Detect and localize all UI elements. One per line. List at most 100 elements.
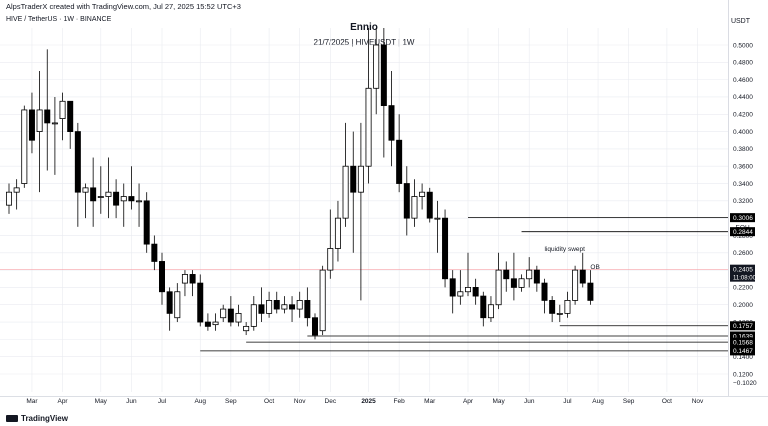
x-tick-label: Apr: [57, 398, 68, 405]
bearish-candle[interactable]: [403, 183, 410, 219]
watermark-title: Ennio: [350, 22, 378, 33]
x-tick-label: Dec: [325, 398, 337, 405]
bearish-candle[interactable]: [350, 165, 357, 193]
bullish-candle[interactable]: [82, 187, 89, 193]
bullish-candle[interactable]: [518, 278, 525, 288]
bearish-candle[interactable]: [74, 131, 81, 193]
bullish-candle[interactable]: [105, 191, 112, 197]
bullish-candle[interactable]: [373, 44, 380, 89]
bearish-candle[interactable]: [189, 274, 196, 284]
bearish-candle[interactable]: [158, 261, 165, 293]
bearish-candle[interactable]: [258, 304, 265, 314]
bullish-candle[interactable]: [6, 191, 12, 206]
bullish-candle[interactable]: [281, 304, 288, 310]
level-price-label: 0.1757: [733, 323, 753, 330]
bearish-candle[interactable]: [143, 200, 150, 245]
y-tick-label: 0.2800: [733, 233, 753, 240]
bearish-candle[interactable]: [442, 217, 449, 280]
x-tick-label: May: [492, 398, 505, 405]
bullish-candle[interactable]: [136, 200, 143, 203]
bullish-candle[interactable]: [51, 122, 58, 125]
bullish-candle[interactable]: [365, 87, 372, 167]
bearish-candle[interactable]: [426, 191, 433, 219]
bullish-candle[interactable]: [59, 100, 66, 119]
y-tick-label: 0.5000: [733, 42, 753, 49]
bearish-candle[interactable]: [166, 291, 173, 314]
symbol-title[interactable]: HIVE / TetherUS · 1W · BINANCE: [6, 16, 112, 23]
bullish-candle[interactable]: [250, 304, 257, 327]
bearish-candle[interactable]: [510, 278, 517, 288]
bearish-candle[interactable]: [44, 109, 51, 124]
bullish-candle[interactable]: [526, 269, 533, 280]
bullish-candle[interactable]: [319, 269, 326, 332]
bearish-candle[interactable]: [472, 287, 479, 297]
y-tick-label: 0.2200: [733, 285, 753, 292]
bearish-candle[interactable]: [151, 243, 158, 262]
bearish-candle[interactable]: [289, 304, 296, 310]
bearish-candle[interactable]: [90, 187, 97, 202]
bearish-candle[interactable]: [128, 196, 135, 202]
bullish-candle[interactable]: [296, 300, 303, 310]
x-tick-label: Sep: [623, 398, 635, 405]
bullish-candle[interactable]: [13, 187, 20, 193]
bearish-candle[interactable]: [388, 105, 395, 141]
bearish-candle[interactable]: [541, 282, 548, 301]
bullish-candle[interactable]: [457, 291, 464, 297]
bullish-candle[interactable]: [181, 274, 188, 284]
y-tick-label: 0.3600: [733, 164, 753, 171]
tradingview-logo-icon: [6, 415, 18, 422]
bearish-candle[interactable]: [587, 282, 594, 301]
y-tick-label: 0.3800: [733, 146, 753, 153]
bearish-candle[interactable]: [304, 300, 311, 319]
bullish-candle[interactable]: [120, 196, 127, 202]
current-price-label: 0.2405: [733, 267, 753, 274]
bearish-candle[interactable]: [113, 191, 120, 206]
bullish-candle[interactable]: [212, 321, 219, 326]
bullish-candle[interactable]: [487, 304, 494, 319]
bullish-candle[interactable]: [495, 269, 502, 306]
bullish-candle[interactable]: [36, 109, 43, 132]
bearish-candle[interactable]: [227, 308, 234, 323]
bearish-candle[interactable]: [449, 278, 456, 297]
bullish-candle[interactable]: [174, 291, 181, 319]
level-price-label-bg: [730, 213, 755, 223]
bullish-candle[interactable]: [235, 312, 242, 323]
bearish-candle[interactable]: [28, 109, 35, 141]
x-tick-label: Sep: [225, 398, 237, 405]
y-tick-label: 0.4200: [733, 112, 753, 119]
bearish-candle[interactable]: [311, 317, 318, 336]
bullish-candle[interactable]: [572, 269, 579, 301]
bearish-candle[interactable]: [204, 321, 211, 327]
x-tick-label: Jul: [563, 398, 572, 405]
bearish-candle[interactable]: [533, 269, 540, 284]
x-tick-label: May: [95, 398, 108, 405]
bullish-candle[interactable]: [357, 165, 364, 193]
bullish-candle[interactable]: [464, 287, 471, 293]
bullish-candle[interactable]: [419, 191, 426, 197]
bullish-candle[interactable]: [97, 196, 104, 198]
bullish-candle[interactable]: [564, 300, 571, 314]
bullish-candle[interactable]: [411, 196, 418, 219]
tradingview-logo[interactable]: TradingView: [6, 414, 68, 423]
bearish-candle[interactable]: [197, 282, 204, 323]
bullish-candle[interactable]: [21, 109, 28, 184]
bullish-candle[interactable]: [434, 217, 441, 220]
bearish-candle[interactable]: [579, 269, 586, 284]
bearish-candle[interactable]: [503, 269, 510, 280]
bullish-candle[interactable]: [327, 248, 334, 271]
bullish-candle[interactable]: [556, 312, 563, 315]
bullish-candle[interactable]: [266, 300, 273, 314]
bullish-candle[interactable]: [220, 308, 227, 319]
bar-countdown-label: 11:08:00: [733, 276, 757, 282]
bullish-candle[interactable]: [334, 217, 341, 249]
bearish-candle[interactable]: [549, 300, 556, 314]
bearish-candle[interactable]: [396, 139, 403, 184]
bearish-candle[interactable]: [67, 100, 74, 132]
bullish-candle[interactable]: [243, 325, 250, 332]
bearish-candle[interactable]: [480, 295, 487, 319]
bullish-candle[interactable]: [342, 165, 349, 219]
bearish-candle[interactable]: [273, 300, 280, 310]
x-tick-label: Jun: [126, 398, 137, 405]
bearish-candle[interactable]: [380, 44, 387, 107]
